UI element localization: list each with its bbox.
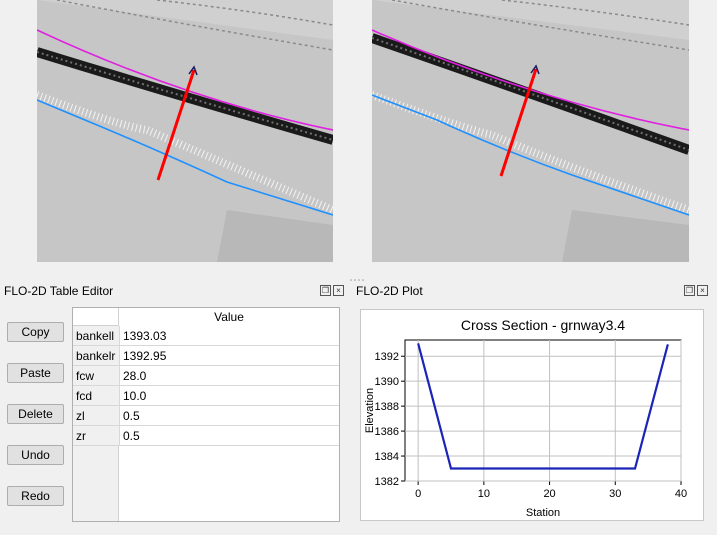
map-canvas-right[interactable] bbox=[372, 0, 689, 262]
x-tick-label: 10 bbox=[478, 488, 490, 500]
x-tick-label: 30 bbox=[609, 488, 621, 500]
x-tick-label: 0 bbox=[415, 488, 421, 500]
chart-title: Cross Section - grnway3.4 bbox=[461, 317, 625, 333]
table-corner[interactable] bbox=[73, 308, 119, 326]
row-header[interactable]: zr bbox=[73, 426, 119, 446]
close-icon[interactable]: × bbox=[697, 285, 708, 296]
table-row[interactable]: fcw 28.0 bbox=[73, 366, 339, 386]
table-editor-title: FLO-2D Table Editor bbox=[4, 284, 114, 298]
paste-button[interactable]: Paste bbox=[7, 363, 64, 383]
redo-button[interactable]: Redo bbox=[7, 486, 64, 506]
table-row[interactable]: zr 0.5 bbox=[73, 426, 339, 446]
row-header[interactable]: fcw bbox=[73, 366, 119, 386]
row-header[interactable]: bankelr bbox=[73, 346, 119, 366]
column-header-value[interactable]: Value bbox=[119, 308, 339, 327]
row-header[interactable]: zl bbox=[73, 406, 119, 426]
y-tick-label: 1382 bbox=[375, 476, 399, 488]
row-header[interactable]: fcd bbox=[73, 386, 119, 406]
series-line bbox=[417, 343, 669, 470]
map-canvas-left[interactable] bbox=[37, 0, 333, 262]
float-icon[interactable]: ❐ bbox=[320, 285, 331, 296]
table-editor-panel-controls: ❐ × bbox=[320, 285, 344, 296]
copy-button[interactable]: Copy bbox=[7, 322, 64, 342]
cross-section-plot[interactable]: 0 10 20 30 40 1382 1384 1386 1388 1390 1392 Cross S… bbox=[360, 309, 704, 521]
undo-button[interactable]: Undo bbox=[7, 445, 64, 465]
table-row[interactable]: zl 0.5 bbox=[73, 406, 339, 426]
x-axis-label: Station bbox=[526, 507, 560, 519]
table-row[interactable]: bankelr 1392.95 bbox=[73, 346, 339, 366]
x-tick-label: 20 bbox=[543, 488, 555, 500]
row-header[interactable]: bankell bbox=[73, 326, 119, 346]
plot-frame bbox=[404, 339, 682, 482]
y-axis-label: Elevation bbox=[364, 388, 376, 433]
panel-splitter-handle[interactable] bbox=[349, 272, 367, 281]
cross-section-chart: 0 10 20 30 40 1382 1384 1386 1388 1390 1392 Cross S… bbox=[364, 317, 687, 519]
value-table[interactable]: Value bankell 1393.03 bankelr 1392.95 fc… bbox=[72, 307, 340, 522]
y-tick-label: 1390 bbox=[375, 376, 399, 388]
value-cell[interactable]: 0.5 bbox=[119, 426, 339, 446]
value-cell[interactable]: 0.5 bbox=[119, 406, 339, 426]
y-tick-label: 1384 bbox=[375, 451, 399, 463]
map-view-right bbox=[372, 0, 689, 262]
value-cell[interactable]: 28.0 bbox=[119, 366, 339, 386]
value-cell[interactable]: 1393.03 bbox=[119, 326, 339, 346]
plot-panel-title: FLO-2D Plot bbox=[356, 284, 423, 298]
float-icon[interactable]: ❐ bbox=[684, 285, 695, 296]
delete-button[interactable]: Delete bbox=[7, 404, 64, 424]
x-tick-label: 40 bbox=[675, 488, 687, 500]
table-row[interactable]: bankell 1393.03 bbox=[73, 326, 339, 346]
y-tick-label: 1388 bbox=[375, 401, 399, 413]
map-view-left bbox=[37, 0, 333, 262]
value-cell[interactable]: 1392.95 bbox=[119, 346, 339, 366]
plot-panel-controls: ❐ × bbox=[684, 285, 708, 296]
table-row[interactable]: fcd 10.0 bbox=[73, 386, 339, 406]
close-icon[interactable]: × bbox=[333, 285, 344, 296]
y-tick-label: 1392 bbox=[375, 351, 399, 363]
value-cell[interactable]: 10.0 bbox=[119, 386, 339, 406]
y-tick-label: 1386 bbox=[375, 426, 399, 438]
